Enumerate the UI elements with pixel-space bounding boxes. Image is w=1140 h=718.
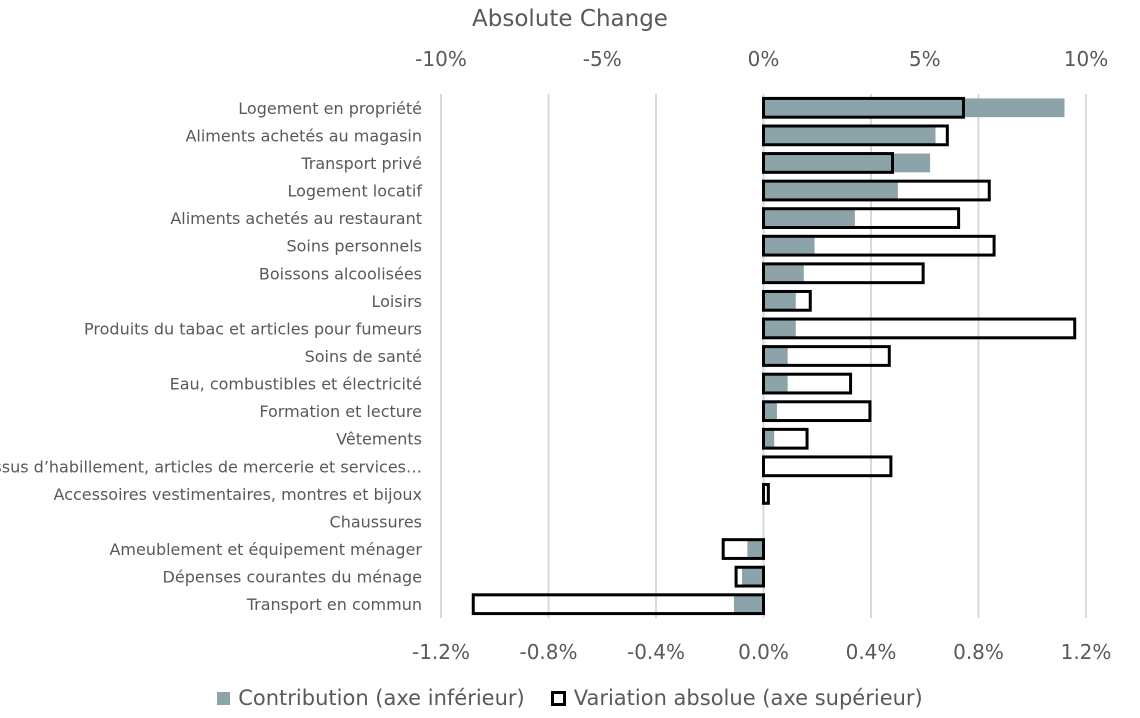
contribution-bar [763,153,931,173]
variation-bar [762,179,991,202]
variation-bar [734,565,766,588]
legend-item-contribution: Contribution (axe inférieur) [217,686,525,710]
contribution-bar [763,291,796,311]
variation-bar [762,96,965,119]
variation-bar [721,538,765,560]
category-label: Ameublement et équipement ménager [109,540,422,559]
variation-bar [762,455,893,478]
bottom-tick-label: 0.0% [738,640,789,664]
variation-bar [762,317,1077,340]
bottom-tick-label: 1.2% [1061,640,1112,664]
category-label: Accessoires vestimentaires, montres et b… [54,485,422,504]
top-tick-label: 0% [748,47,780,71]
bottom-tick-label: -1.2% [412,640,470,664]
variation-bar [762,289,812,312]
top-tick-label: -5% [583,47,622,71]
contribution-bar [747,539,764,559]
chart-title: Absolute Change [472,6,668,32]
top-tick-label: 5% [909,47,941,71]
contribution-bar [763,346,788,366]
legend-swatch-variation [550,690,566,706]
category-label: Soins de santé [305,347,422,366]
category-label: Boissons alcoolisées [259,264,422,283]
variation-bar [762,372,853,395]
category-label: Tissus d’habillement, articles de mercer… [0,457,422,476]
variation-bar [762,400,872,423]
category-label: Transport privé [300,154,422,173]
category-label: Soins personnels [286,237,422,256]
category-label: Dépenses courantes du ménage [163,568,422,587]
contribution-bar [763,208,855,228]
contribution-bar [763,319,796,338]
variation-bar [762,345,891,367]
contribution-bar [763,401,777,421]
bottom-tick-label: 0.4% [846,640,897,664]
variation-bar [762,152,894,174]
category-label: Loisirs [371,292,422,311]
category-label: Transport en commun [246,595,422,614]
category-label: Produits du tabac et articles pour fumeu… [84,319,422,338]
top-tick-label: -10% [415,47,467,71]
contribution-bar [763,236,815,256]
category-label: Vêtements [336,430,422,449]
category-label: Formation et lecture [259,402,422,421]
legend-swatch-contribution [217,691,231,705]
category-label: Logement en propriété [238,99,422,118]
legend-label-variation: Variation absolue (axe supérieur) [573,686,923,710]
variation-bar [762,262,925,285]
variation-bar [762,207,961,229]
contribution-bar [742,567,764,587]
contribution-bar [733,594,764,614]
category-label: Eau, combustibles et électricité [170,375,422,394]
variation-bar [471,593,765,616]
bottom-tick-label: 0.8% [953,640,1004,664]
variation-bar [762,234,996,257]
top-tick-label: 10% [1064,47,1108,71]
category-label: Aliments achetés au magasin [185,126,422,145]
bottom-tick-label: -0.4% [627,640,685,664]
variation-bar [762,124,949,147]
contribution-bar [763,181,898,200]
category-label: Logement locatif [287,182,422,201]
legend-label-contribution: Contribution (axe inférieur) [238,686,525,710]
category-label: Aliments achetés au restaurant [170,209,422,228]
contribution-bar [763,429,775,449]
contribution-bar [763,125,936,145]
legend: Contribution (axe inférieur) Variation a… [0,686,1140,710]
bottom-tick-label: -0.8% [519,640,577,664]
variation-bar [762,427,809,450]
category-label: Chaussures [330,512,422,531]
contribution-bar [763,263,804,283]
contribution-bar [763,98,1065,118]
contribution-bar [763,374,788,393]
variation-bar [762,483,770,505]
legend-item-variation: Variation absolue (axe supérieur) [550,686,923,710]
